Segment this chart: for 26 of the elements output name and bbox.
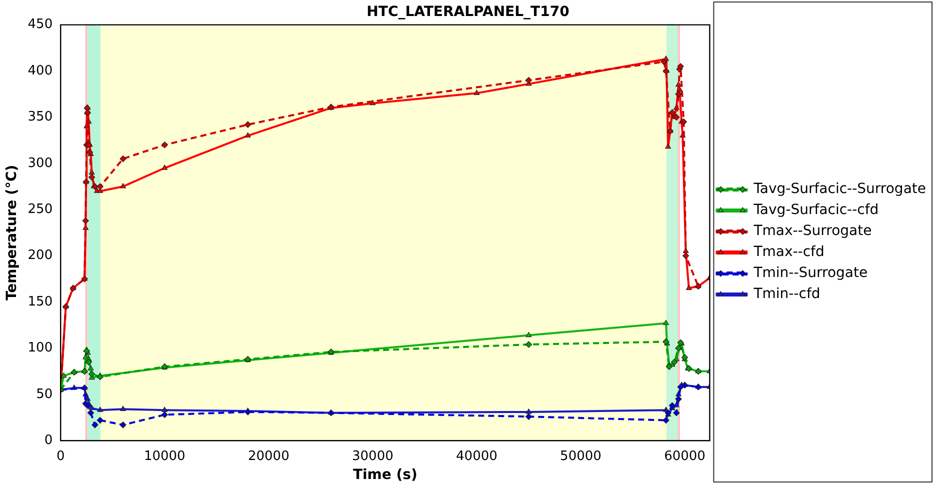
y-tick-label: 300 xyxy=(28,156,53,171)
legend-label: Tmax--cfd xyxy=(752,244,824,260)
y-axis-title: Temperature (°C) xyxy=(4,164,20,301)
x-tick-label: 20000 xyxy=(248,448,290,464)
x-tick-label: 50000 xyxy=(560,448,602,464)
y-tick-label: 150 xyxy=(28,294,53,310)
y-tick-label: 350 xyxy=(28,110,53,125)
y-tick-label: 50 xyxy=(36,386,53,402)
legend-label: Tmax--Surrogate xyxy=(752,223,872,240)
legend-label: Tmin--cfd xyxy=(752,286,820,302)
y-tick-label: 200 xyxy=(28,248,53,264)
legend-label: Tavg-Surfacic--cfd xyxy=(752,202,879,218)
y-tick-label: 400 xyxy=(28,63,53,78)
legend-label: Tavg-Surfacic--Surrogate xyxy=(752,181,926,198)
x-tick-label: 40000 xyxy=(456,448,498,464)
y-tick-label: 250 xyxy=(28,202,53,217)
y-tick-label: 0 xyxy=(44,432,53,448)
y-tick-label: 100 xyxy=(28,340,53,356)
x-tick-label: 0 xyxy=(56,448,65,464)
x-axis-title: Time (s) xyxy=(352,467,418,484)
legend-label: Tmin--Surrogate xyxy=(752,265,868,282)
x-tick-label: 60000 xyxy=(664,448,706,464)
x-tick-label: 30000 xyxy=(352,448,394,464)
x-tick-label: 10000 xyxy=(144,448,186,464)
y-tick-label: 450 xyxy=(28,17,53,32)
chart-title: HTC_LATERALPANEL_T170 xyxy=(366,4,570,20)
